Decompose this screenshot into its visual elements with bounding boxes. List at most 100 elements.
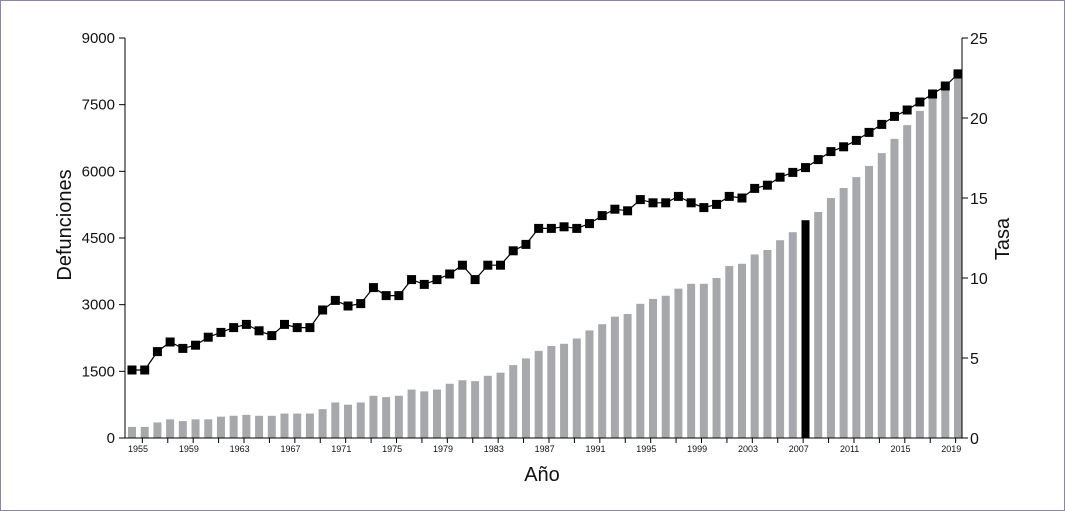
rate-marker bbox=[318, 305, 328, 315]
bar bbox=[331, 402, 340, 438]
rate-marker bbox=[953, 69, 963, 79]
rate-marker bbox=[826, 147, 836, 157]
bar bbox=[928, 98, 937, 438]
bar bbox=[763, 250, 772, 438]
rate-marker bbox=[356, 299, 366, 309]
rate-marker bbox=[457, 260, 467, 270]
rate-marker bbox=[889, 111, 899, 121]
bar bbox=[954, 69, 962, 438]
bar bbox=[140, 426, 149, 438]
rate-marker bbox=[470, 275, 480, 285]
bar bbox=[623, 314, 632, 438]
bar bbox=[547, 346, 556, 438]
x-tick-label: 1955 bbox=[128, 444, 148, 454]
rate-marker bbox=[241, 319, 251, 329]
rate-marker bbox=[686, 198, 696, 208]
x-tick-label: 2007 bbox=[789, 444, 809, 454]
rate-marker bbox=[343, 301, 353, 311]
bar bbox=[699, 283, 708, 438]
rate-marker bbox=[191, 340, 201, 350]
rate-marker bbox=[699, 203, 709, 213]
bar bbox=[394, 395, 403, 438]
x-tick-label: 1959 bbox=[179, 444, 199, 454]
bar bbox=[585, 330, 594, 438]
rate-marker bbox=[521, 239, 531, 249]
y-tick-label: 6000 bbox=[82, 163, 115, 180]
bar bbox=[814, 212, 823, 438]
bar bbox=[242, 414, 251, 438]
bar bbox=[369, 395, 378, 438]
y2-tick-label: 10 bbox=[970, 271, 988, 288]
x-tick-label: 1971 bbox=[331, 444, 351, 454]
x-tick-label: 1963 bbox=[230, 444, 250, 454]
rate-marker bbox=[267, 331, 277, 341]
bar bbox=[826, 198, 835, 438]
axes: 0 1500 3000 4500 6000 7500 9000 0 5 10 15 20 25 1955 1… bbox=[82, 30, 988, 454]
bar bbox=[166, 419, 175, 438]
rate-marker bbox=[762, 180, 772, 190]
bar bbox=[267, 415, 276, 438]
rate-marker bbox=[559, 222, 569, 232]
rate-marker bbox=[584, 219, 594, 229]
y2-tick-label: 25 bbox=[970, 31, 988, 48]
rate-marker bbox=[623, 206, 633, 216]
x-tick-label: 1983 bbox=[484, 444, 504, 454]
y-axis-label: Defunciones bbox=[54, 169, 76, 280]
bar bbox=[445, 383, 454, 438]
rate-marker bbox=[152, 347, 162, 357]
rate-marker bbox=[178, 343, 188, 353]
rate-marker bbox=[534, 223, 544, 233]
rate-marker bbox=[673, 191, 683, 201]
bar bbox=[153, 422, 162, 438]
bar bbox=[674, 288, 683, 438]
rate-marker bbox=[940, 81, 950, 91]
rate-marker bbox=[445, 269, 455, 279]
rate-marker bbox=[839, 142, 849, 152]
bar bbox=[687, 283, 696, 438]
rate-marker bbox=[496, 260, 506, 270]
bar bbox=[191, 419, 200, 438]
bar bbox=[178, 421, 187, 438]
rate-marker bbox=[877, 119, 887, 129]
rate-marker bbox=[368, 283, 378, 293]
bar bbox=[280, 413, 289, 438]
y-tick-label: 4500 bbox=[82, 230, 115, 247]
y2-tick-label: 20 bbox=[970, 111, 988, 128]
bar bbox=[776, 240, 785, 438]
x-tick-label: 2015 bbox=[890, 444, 910, 454]
bar bbox=[293, 413, 302, 438]
bar bbox=[318, 409, 327, 438]
x-axis-label: Año bbox=[524, 464, 560, 486]
bar bbox=[458, 380, 467, 438]
bar bbox=[737, 263, 746, 438]
rate-marker bbox=[635, 195, 645, 205]
x-tick-label: 1967 bbox=[280, 444, 300, 454]
rate-marker bbox=[140, 365, 150, 375]
rate-marker bbox=[292, 323, 302, 333]
bar bbox=[852, 177, 861, 438]
rate-marker bbox=[483, 260, 493, 270]
y-tick-label: 0 bbox=[107, 430, 115, 447]
bar bbox=[572, 338, 581, 438]
rate-marker bbox=[305, 323, 315, 333]
bar bbox=[788, 232, 797, 438]
rate-marker bbox=[864, 127, 874, 137]
bar bbox=[915, 110, 924, 438]
rate-marker bbox=[229, 323, 239, 333]
x-tick-label: 1999 bbox=[687, 444, 707, 454]
y-tick-label: 9000 bbox=[82, 30, 115, 47]
rate-marker bbox=[254, 326, 264, 336]
bar bbox=[509, 365, 518, 438]
bar bbox=[471, 381, 480, 438]
bar bbox=[496, 372, 505, 438]
rate-marker bbox=[216, 327, 226, 337]
bar bbox=[839, 188, 848, 438]
bar bbox=[483, 375, 492, 438]
rate-marker bbox=[597, 211, 607, 221]
bar bbox=[534, 350, 543, 438]
rate-marker bbox=[381, 291, 391, 301]
rate-marker bbox=[419, 279, 429, 289]
y-tick-label: 1500 bbox=[82, 363, 115, 380]
